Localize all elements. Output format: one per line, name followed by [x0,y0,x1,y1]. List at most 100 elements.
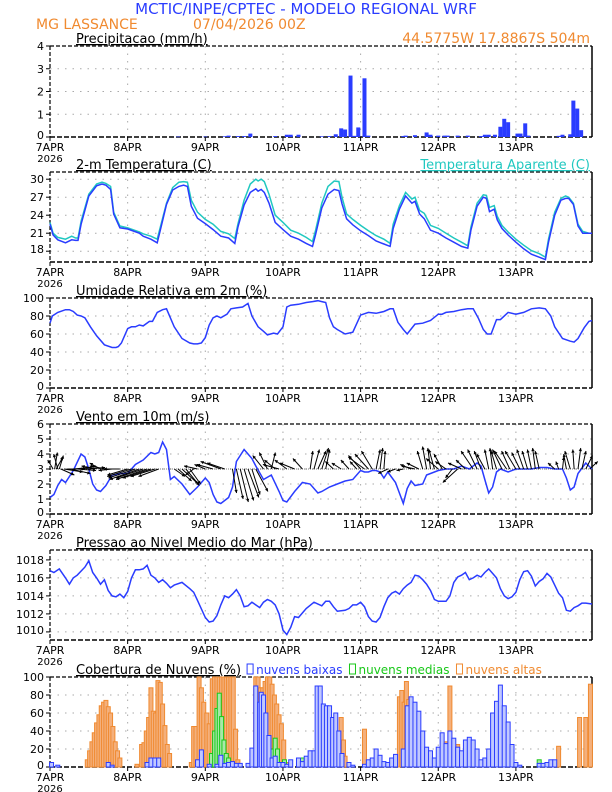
precip-bar [478,136,483,137]
wind-arrowhead [445,474,449,478]
xtick-label: 12APR [420,518,456,531]
cloud-bar-nuvens-altas [134,763,140,768]
precip-bar [502,118,507,137]
xtick-label: 12APR [420,141,456,154]
wind-arrow [231,468,238,494]
wind-arrowhead [387,469,391,473]
wind-arrowhead [107,474,111,478]
precip-bar [515,133,520,137]
line-temperature-0 [49,178,592,259]
xtick-label: 12APR [420,266,456,279]
xtick-label: 7APR [36,644,65,657]
line-wind-0 [49,440,593,506]
wind-arrow [489,447,494,470]
year-label: 2026 [37,405,62,416]
cloud-bar-nuvens-baixas [336,730,342,768]
xtick-label: 8APR [113,141,142,154]
run-date-label: 07/04/2026 00Z [193,17,306,33]
ytick-label: 1 [37,493,44,506]
precip-bar [296,134,301,137]
wind-arrow [490,450,497,470]
panel-title: Precipitacao (mm/h) [76,32,208,47]
cloud-bar-nuvens-baixas [198,749,204,768]
precip-bar [412,135,417,137]
cloud-bar-nuvens-altas [556,745,562,768]
precip-bar [273,136,278,137]
wind-arrow [107,468,128,476]
wind-arrowhead [589,455,593,459]
panel-title: Vento em 10m (m/s) [76,410,209,425]
wind-arrowhead [492,449,496,453]
wind-arrow [247,468,260,498]
xtick-label: 10APR [265,266,301,279]
wind-arrowhead [350,461,354,465]
wind-arrow [185,468,200,486]
xtick-label: 9APR [191,392,220,405]
xtick-label: 7APR [36,771,65,784]
wind-arrow [116,468,144,479]
ytick-label: 40 [30,725,44,738]
xtick-label: 10APR [265,518,301,531]
wind-arrowhead [564,451,568,455]
wind-arrowhead [380,448,384,452]
ytick-label: 21 [30,227,44,240]
wind-arrow [492,449,503,470]
xtick-label: 13APR [498,266,534,279]
wind-arrow [501,450,511,470]
wind-arrowhead [98,468,102,472]
legend-label: Temperatura Aparente (C) [419,158,590,173]
wind-arrowhead [562,454,566,458]
wind-arrowhead [521,451,525,455]
wind-arrowhead [578,448,582,452]
wind-arrowhead [501,451,505,455]
wind-arrowhead [264,460,268,464]
xtick-label: 9APR [191,771,220,784]
wind-arrowhead [47,460,51,464]
cloud-bar-nuvens-baixas [109,764,115,768]
xtick-label: 11APR [343,266,379,279]
wind-arrow [108,468,136,479]
wind-arrowhead [251,497,255,501]
wind-arrow [200,461,222,470]
wind-arrow [504,450,517,470]
precip-bar [498,126,503,137]
ytick-label: 80 [30,689,44,702]
wind-arrowhead [70,472,75,476]
wind-arrowhead [416,451,420,455]
xtick-label: 10APR [265,392,301,405]
wind-arrow [347,456,365,470]
wind-arrowhead [138,473,142,477]
wind-arrowhead [185,471,189,475]
wind-arrow [239,468,249,503]
cloud-bar-nuvens-baixas [49,762,55,768]
xtick-label: 13APR [498,771,534,784]
precip-bar [401,136,406,137]
precip-bar [436,135,441,137]
wind-arrowhead [354,454,359,458]
cloud-bar-nuvens-altas [583,717,589,768]
xtick-label: 11APR [343,518,379,531]
precip-bar [556,135,561,137]
wind-arrowhead [81,465,85,469]
wind-arrow [427,447,431,470]
panel-temperature: 18 21 24 27 30 7APR 8APR 9APR 10APR 11APR 12APR 13A… [30,158,593,290]
wind-arrowhead [323,451,327,455]
cloud-bar-nuvens-baixas [272,755,278,768]
precip-bar [428,134,433,137]
wind-arrow [473,450,482,470]
xtick-label: 11APR [343,771,379,784]
xtick-label: 8APR [113,771,142,784]
cloud-bar-nuvens-baixas [517,764,523,768]
wind-arrowhead [122,475,126,479]
wind-arrowhead [456,460,460,464]
precip-bar [339,128,344,137]
panel-wind: 01 2 3 4 5 6 7APR 8APR 9APR 10APR 11APR 12APR 13APR 2… [36,410,599,542]
precip-bar [352,135,357,137]
xtick-label: 9APR [191,518,220,531]
ytick-label: 60 [30,707,44,720]
xtick-label: 13APR [498,141,534,154]
year-label: 2026 [37,531,62,542]
precip-bar [445,135,450,137]
wind-arrowhead [531,448,535,452]
legend-label: nuvens baixas [256,663,342,677]
